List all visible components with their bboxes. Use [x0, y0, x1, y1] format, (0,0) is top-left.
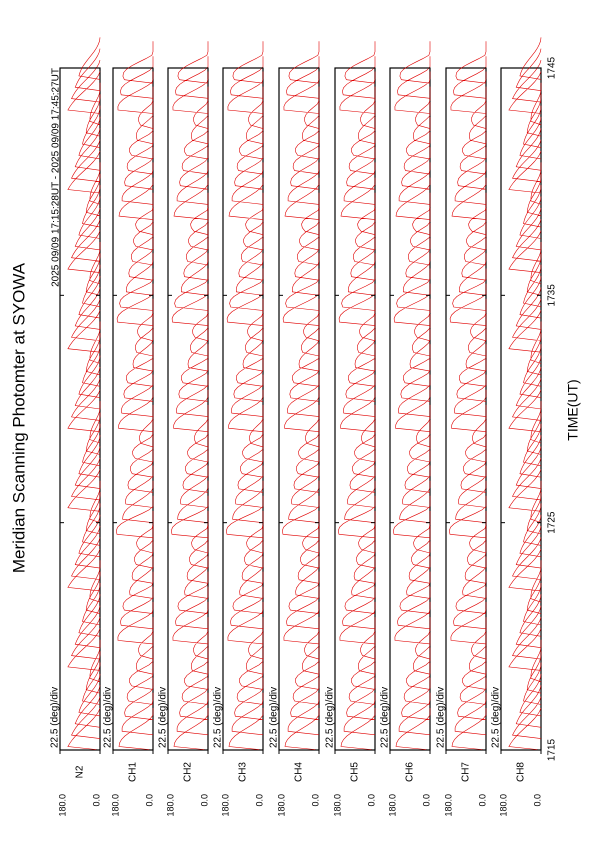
- panel: 0.0 180.0 CH7 22.5 (deg)/div: [436, 41, 487, 817]
- y-tick-label: 0.0: [91, 794, 101, 807]
- y-tick-label: 0.0: [477, 794, 487, 807]
- x-tick-label: 1745: [547, 56, 558, 79]
- trace-decoration: [448, 41, 487, 751]
- y-tick-label: 0.0: [144, 794, 154, 807]
- panel-scale: 22.5 (deg)/div: [325, 687, 336, 748]
- panel-name: CH4: [294, 762, 305, 782]
- x-axis-label: TIME(UT): [565, 379, 581, 440]
- panel: 0.0 180.0 CH3 22.5 (deg)/div: [213, 41, 264, 817]
- y-tick-label: 180.0: [498, 794, 508, 817]
- trace-decoration: [508, 37, 542, 751]
- panel-frame: [112, 67, 154, 751]
- x-tick-label: 1735: [547, 284, 558, 307]
- y-tick-label: 0.0: [254, 794, 264, 807]
- panel-frame: [500, 67, 542, 751]
- panel-scale: 22.5 (deg)/div: [491, 687, 502, 748]
- x-tick-label: 1725: [547, 511, 558, 534]
- y-tick-label: 180.0: [220, 794, 230, 817]
- y-tick-label: 180.0: [110, 794, 120, 817]
- panel-name: CH7: [461, 762, 472, 782]
- y-tick-label: 0.0: [532, 794, 542, 807]
- panel-name: CH6: [405, 762, 416, 782]
- panel-frame: [278, 67, 320, 751]
- panel-frame: [167, 67, 209, 751]
- panel-name: CH3: [238, 762, 249, 782]
- y-tick-label: 180.0: [332, 794, 342, 817]
- panel-frame: [222, 67, 264, 751]
- y-tick-label: 0.0: [421, 794, 431, 807]
- y-tick-label: 0.0: [366, 794, 376, 807]
- panel: 0.0 180.0 CH6 22.5 (deg)/div: [380, 41, 431, 817]
- panel: 0.0 180.0 CH4 22.5 (deg)/div: [269, 41, 320, 817]
- trace-decoration: [392, 41, 431, 751]
- panel-frame: [445, 67, 487, 751]
- panel-scale: 22.5 (deg)/div: [380, 687, 391, 748]
- panel-name: CH5: [350, 762, 361, 782]
- y-tick-label: 180.0: [387, 794, 397, 817]
- y-tick-label: 180.0: [57, 794, 67, 817]
- chart-subtitle: 2025 09/09 17:15:28UT - 2025 09/09 17:45…: [51, 68, 62, 287]
- trace-decoration: [67, 37, 101, 751]
- panel: 0.0 180.0 N2 22.5 (deg)/div: [50, 37, 101, 817]
- trace-decoration: [225, 41, 264, 751]
- trace-decoration: [115, 41, 154, 751]
- panel-name: N2: [75, 765, 86, 778]
- panel-scale: 22.5 (deg)/div: [436, 687, 447, 748]
- trace-decoration: [337, 41, 376, 751]
- y-tick-label: 0.0: [199, 794, 209, 807]
- panel: 0.0 180.0 CH5 22.5 (deg)/div: [325, 41, 376, 817]
- panel-frame: [389, 67, 431, 751]
- trace-decoration: [281, 41, 320, 751]
- panel-frame: [334, 67, 376, 751]
- panel: 0.0 180.0 CH1 22.5 (deg)/div: [103, 41, 154, 817]
- panel-scale: 22.5 (deg)/div: [50, 687, 61, 748]
- chart-title: Meridian Scanning Photomter at SYOWA: [9, 262, 28, 573]
- panel: 0.0 180.0 CH8 22.5 (deg)/div: [491, 37, 542, 817]
- panel-scale: 22.5 (deg)/div: [158, 687, 169, 748]
- panel-scale: 22.5 (deg)/div: [103, 687, 114, 748]
- panel-name: CH8: [516, 762, 527, 782]
- trace-decoration: [170, 41, 209, 751]
- panel-name: CH2: [183, 762, 194, 782]
- panel-frame: [59, 67, 101, 751]
- panel-scale: 22.5 (deg)/div: [213, 687, 224, 748]
- y-tick-label: 180.0: [443, 794, 453, 817]
- panel-name: CH1: [128, 762, 139, 782]
- panel: 0.0 180.0 CH2 22.5 (deg)/div: [158, 41, 209, 817]
- y-tick-label: 180.0: [165, 794, 175, 817]
- panel-scale: 22.5 (deg)/div: [269, 687, 280, 748]
- rotated-plot: Meridian Scanning Photomter at SYOWA 202…: [9, 37, 581, 817]
- x-tick-label: 1715: [547, 738, 558, 761]
- y-tick-label: 180.0: [276, 794, 286, 817]
- y-tick-label: 0.0: [310, 794, 320, 807]
